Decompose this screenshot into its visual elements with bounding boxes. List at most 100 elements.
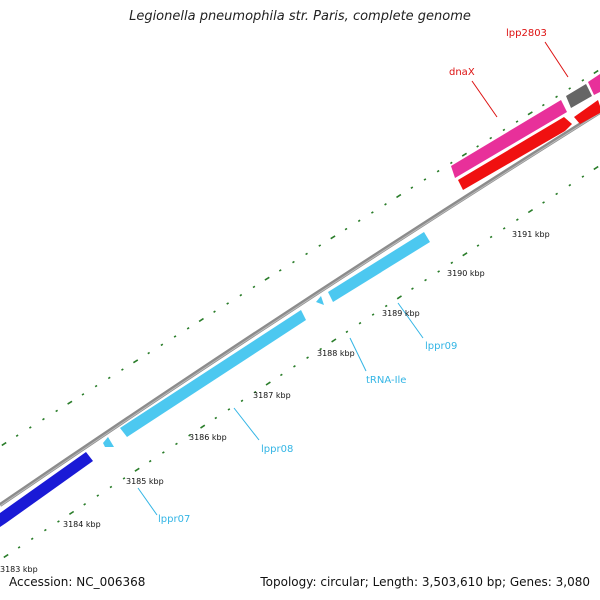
gene-lppr08[interactable]	[120, 310, 306, 437]
inner-tick-mark	[265, 381, 271, 386]
outer-tick-mark	[502, 128, 506, 132]
gene-red-forward[interactable]	[458, 117, 572, 190]
inner-tick-mark	[424, 278, 427, 282]
outer-tick-mark	[541, 103, 545, 107]
inner-tick-mark	[371, 313, 375, 316]
inner-tick-mark	[462, 252, 468, 257]
outer-tick-mark	[305, 252, 308, 256]
outer-tick-mark	[555, 95, 558, 99]
inner-tick-mark	[489, 235, 493, 239]
inner-tick-mark	[68, 510, 75, 515]
scale-label-3188: 3188 kbp	[317, 349, 355, 358]
inner-tick-mark	[109, 485, 113, 489]
scale-label-3189: 3189 kbp	[382, 309, 420, 318]
inner-tick-mark	[515, 218, 519, 221]
gene-blue-reverse[interactable]	[0, 452, 93, 527]
inner-tick-mark	[253, 390, 257, 394]
lppr08-leader	[233, 407, 260, 441]
outer-tick-mark	[278, 269, 282, 272]
outer-tick-mark	[226, 302, 230, 305]
gene-lpp2803[interactable]	[566, 84, 592, 108]
gene-dnaX[interactable]	[451, 100, 567, 178]
gene-lppr07[interactable]	[103, 437, 114, 447]
inner-tick-mark	[384, 304, 388, 308]
outer-tick-mark	[121, 368, 124, 371]
outer-tick-mark	[410, 186, 414, 189]
inner-tick-mark	[200, 424, 206, 429]
outer-tick-mark	[568, 87, 572, 90]
outer-tick-mark	[107, 376, 111, 380]
inner-tick-mark	[358, 321, 362, 325]
genome-backbone	[0, 110, 600, 507]
gene-tRNA-Ile[interactable]	[316, 296, 324, 305]
inner-tick-mark	[331, 338, 337, 343]
outer-tick-mark	[330, 235, 336, 240]
outer-tick-mark	[186, 327, 190, 330]
scale-label-3187: 3187 kbp	[253, 391, 291, 400]
inner-tick-mark	[96, 494, 100, 497]
scale-label-3183: 3183 kbp	[0, 565, 38, 574]
label-lppr09: lppr09	[425, 341, 457, 352]
gene-red-forward-2[interactable]	[574, 100, 600, 124]
outer-tick-mark	[344, 227, 348, 231]
scale-label-3185: 3185 kbp	[126, 477, 164, 486]
scale-label-3184: 3184 kbp	[63, 520, 101, 529]
inner-tick-mark	[568, 183, 572, 187]
inner-tick-mark	[148, 459, 152, 463]
inner-tick-mark	[175, 442, 178, 446]
outer-tick-mark	[489, 136, 493, 140]
outer-tick-mark	[461, 152, 468, 157]
lpp2803-leader	[544, 41, 569, 78]
inner-tick-mark	[83, 503, 87, 506]
inner-tick-mark	[319, 347, 323, 351]
inner-tick-mark	[43, 528, 47, 532]
outer-tick-mark	[173, 335, 177, 338]
genome-backbone-highlight	[0, 112, 600, 507]
inner-tick-mark	[527, 209, 534, 214]
outer-tick-mark	[132, 359, 139, 364]
outer-tick-mark	[67, 400, 73, 405]
outer-tick-mark	[264, 276, 270, 281]
inner-tick-mark	[396, 295, 402, 300]
outer-tick-mark	[476, 145, 479, 148]
outer-tick-mark	[28, 426, 32, 429]
inner-tick-mark	[122, 477, 126, 480]
inner-tick-mark	[227, 408, 231, 411]
scale-label-3190: 3190 kbp	[447, 269, 485, 278]
outer-tick-mark	[160, 343, 164, 347]
outer-tick-mark	[198, 317, 204, 323]
outer-tick-mark	[1, 441, 7, 447]
outer-tick-mark	[593, 69, 599, 75]
outer-tick-mark	[423, 178, 427, 181]
inner-tick-mark	[555, 192, 559, 196]
gene-lppr09[interactable]	[328, 232, 430, 302]
outer-tick-mark	[357, 219, 361, 223]
outer-tick-mark	[81, 393, 85, 396]
inner-tick-mark	[542, 201, 545, 204]
inner-tick-mark	[17, 546, 21, 549]
outer-tick-mark	[252, 285, 256, 289]
label-lppr08: lppr08	[261, 444, 293, 455]
lppr09-leader	[397, 302, 424, 339]
inner-tick-mark	[279, 373, 283, 377]
outer-tick-mark	[581, 79, 585, 82]
inner-tick-mark	[293, 365, 296, 368]
map-title: Legionella pneumophila str. Paris, compl…	[129, 9, 471, 24]
outer-tick-mark	[396, 193, 402, 199]
lppr07-leader	[137, 487, 158, 516]
outer-tick-mark	[449, 161, 453, 165]
inner-tick-mark	[345, 330, 349, 334]
outer-tick-mark	[436, 169, 440, 173]
inner-tick-mark	[411, 287, 414, 290]
label-tRNA-Ile: tRNA-Ile	[366, 375, 406, 386]
outer-tick-mark	[527, 111, 533, 116]
gene-magenta-edge[interactable]	[588, 74, 600, 95]
genome-summary-text: Topology: circular; Length: 3,503,610 bp…	[260, 575, 590, 589]
inner-tick-mark	[3, 553, 9, 559]
inner-tick-mark	[30, 537, 34, 541]
outer-tick-mark	[147, 351, 151, 355]
outer-tick-mark	[213, 310, 216, 313]
outer-tick-mark	[384, 203, 387, 206]
inner-tick-mark	[57, 520, 60, 523]
